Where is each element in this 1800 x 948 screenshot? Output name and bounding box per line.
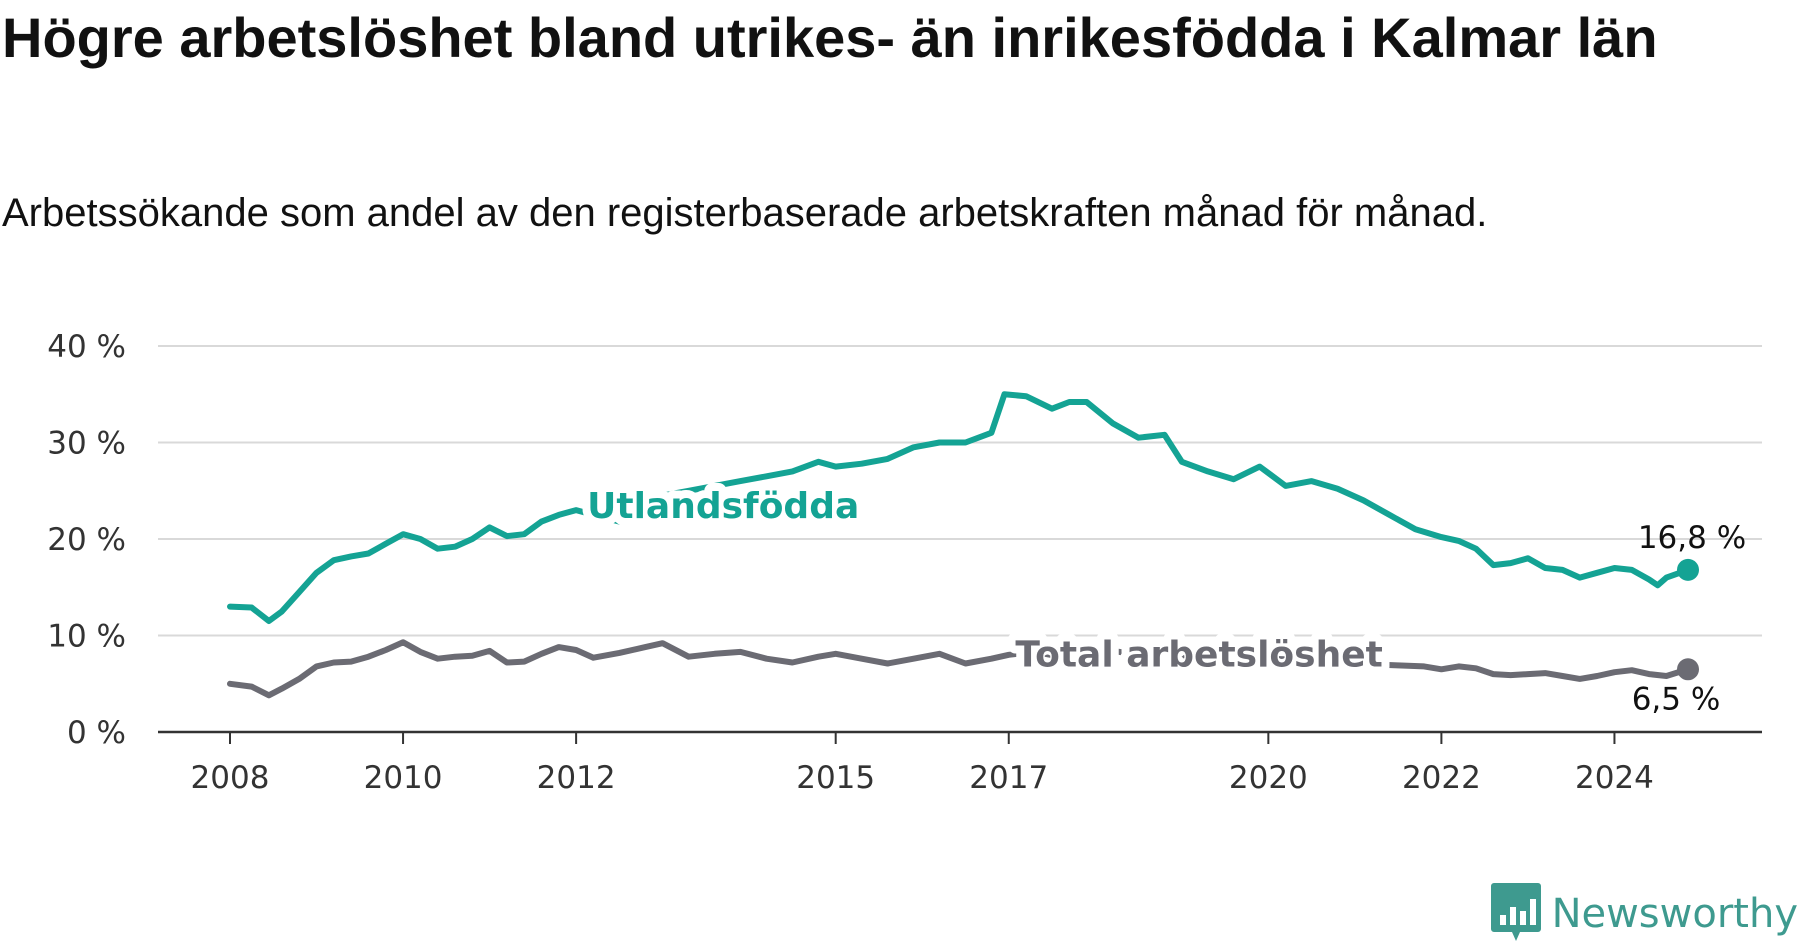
series-end-point [1677,558,1699,581]
y-tick-label: 40 % [47,329,126,365]
y-tick-label: 0 % [67,715,126,751]
series-label-halo: Total arbetslöshet [1015,634,1383,675]
series-label-halo: Utlandsfödda [587,486,859,527]
chart-title: Högre arbetslöshet bland utrikes- än inr… [2,6,1658,69]
brand-name: Newsworthy [1551,891,1798,937]
bar-chart-icon [1490,881,1542,948]
x-tick-label: 2024 [1575,760,1654,796]
end-value-label: 6,5 % [1632,681,1721,717]
x-tick-label: 2010 [364,760,443,796]
x-tick-label: 2022 [1402,760,1481,796]
series-label: Total arbetslöshet [1015,634,1383,675]
series-line [227,639,1691,699]
grid-lines [158,345,1762,637]
series-line [227,391,1691,624]
x-tick-label: 2017 [969,760,1048,796]
series-lines [227,391,1699,699]
x-tick-label: 2008 [191,760,270,796]
x-tick-label: 2012 [537,760,616,796]
newsworthy-logo: Newsworthy [1490,882,1798,946]
end-value-label: 16,8 % [1638,520,1746,556]
series-end-point [1677,658,1699,681]
x-tick-label: 2020 [1229,760,1308,796]
chart-subtitle: Arbetssökande som andel av den registerb… [2,191,1488,235]
x-tick-label: 2015 [796,760,875,796]
y-tick-label: 10 % [47,619,126,655]
y-tick-label: 20 % [47,522,126,558]
axes: 0 % 10 % 20 % 30 % 40 % 2008 2010 2012 2015 2017 2… [47,329,1762,796]
y-tick-label: 30 % [47,426,126,462]
series-label: Utlandsfödda [587,486,859,527]
line-chart: 0 % 10 % 20 % 30 % 40 % 2008 2010 2012 2015 2017 2… [47,329,1762,796]
